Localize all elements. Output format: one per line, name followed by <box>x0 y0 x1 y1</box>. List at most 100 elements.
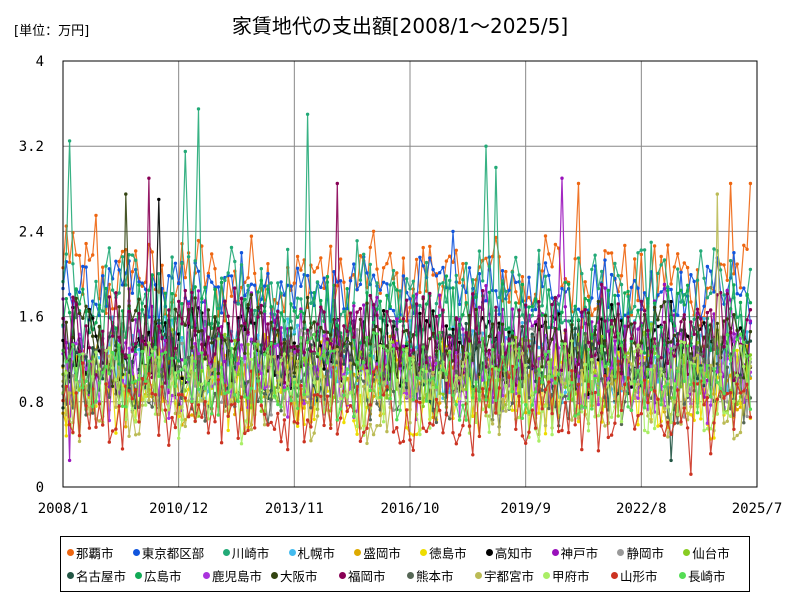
legend-label: 徳島市 <box>429 546 467 561</box>
data-point <box>282 337 287 342</box>
data-point <box>672 396 677 400</box>
data-point <box>484 144 488 148</box>
data-point <box>84 379 88 383</box>
data-point <box>289 326 293 330</box>
data-point <box>649 387 653 392</box>
data-point <box>662 300 667 304</box>
legend-row: 名古屋市 広島市 鹿児島市 大阪市 福岡市 熊本市 宇都宮市 甲府市 山形市 長崎市 <box>67 564 749 587</box>
legend-item: 川崎市 <box>222 543 289 562</box>
data-point <box>223 299 227 303</box>
data-point <box>669 432 673 436</box>
data-point <box>196 355 201 359</box>
data-point <box>652 244 657 248</box>
data-point <box>471 453 475 457</box>
data-point <box>590 296 594 300</box>
data-point <box>206 274 211 278</box>
data-point <box>580 271 584 276</box>
data-point <box>504 269 508 274</box>
data-point <box>672 354 677 358</box>
data-point <box>299 309 303 313</box>
data-point <box>457 418 462 422</box>
data-point <box>510 390 515 394</box>
legend-label: 東京都区部 <box>141 546 205 561</box>
data-point <box>494 398 498 402</box>
data-point <box>315 393 320 397</box>
data-point <box>448 335 452 339</box>
data-point <box>738 300 743 305</box>
data-point <box>140 403 144 407</box>
data-point <box>748 329 753 334</box>
data-point <box>527 275 531 279</box>
data-point <box>500 322 505 326</box>
data-point <box>226 428 230 433</box>
data-point <box>732 332 736 336</box>
data-point <box>652 344 657 349</box>
data-point <box>101 345 105 349</box>
data-point <box>500 282 505 286</box>
data-point <box>81 352 85 356</box>
data-point <box>391 281 396 285</box>
data-point <box>633 427 637 431</box>
data-point <box>563 280 567 284</box>
data-point <box>375 281 379 285</box>
data-point <box>130 397 135 401</box>
data-point <box>266 271 270 276</box>
data-point <box>77 253 82 258</box>
data-point <box>143 403 148 407</box>
data-point <box>464 321 468 326</box>
data-point <box>398 364 402 368</box>
data-point <box>219 280 224 285</box>
data-point <box>312 351 316 356</box>
data-point <box>81 361 85 365</box>
data-point <box>408 319 412 323</box>
data-point <box>659 367 663 371</box>
data-point <box>233 259 237 264</box>
data-point <box>596 402 601 407</box>
data-point <box>282 418 287 422</box>
data-point <box>160 408 164 412</box>
data-point <box>504 409 508 413</box>
y-tick-label: 2.4 <box>19 224 44 240</box>
data-point <box>289 352 293 356</box>
data-point <box>451 260 455 264</box>
data-point <box>590 357 594 362</box>
data-point <box>517 308 521 312</box>
data-point <box>272 355 277 359</box>
data-point <box>282 388 287 392</box>
legend-item: 大阪市 <box>271 566 339 585</box>
data-point <box>596 341 601 345</box>
data-point <box>709 348 713 352</box>
data-point <box>101 309 105 313</box>
data-point <box>272 427 277 431</box>
data-point <box>239 343 244 347</box>
data-point <box>101 423 105 427</box>
legend-marker <box>135 572 142 579</box>
data-point <box>444 413 449 417</box>
data-point <box>428 426 432 430</box>
data-point <box>405 298 409 302</box>
data-point <box>580 310 584 314</box>
data-point <box>395 317 399 321</box>
data-point <box>134 433 138 437</box>
data-point <box>722 319 726 323</box>
data-point <box>322 310 326 314</box>
data-point <box>269 420 273 425</box>
data-point <box>262 392 267 396</box>
data-point <box>348 311 353 315</box>
data-point <box>405 277 409 281</box>
data-point <box>67 292 72 296</box>
data-point <box>431 423 435 427</box>
y-tick-label: 1.6 <box>19 310 44 326</box>
data-point <box>342 309 346 314</box>
data-point <box>742 376 746 380</box>
data-point <box>682 313 686 317</box>
data-point <box>682 261 686 265</box>
data-point <box>603 374 607 378</box>
data-point <box>699 249 703 253</box>
data-point <box>742 286 746 290</box>
data-point <box>679 288 683 292</box>
data-point <box>325 369 330 373</box>
data-point <box>180 322 184 326</box>
data-point <box>748 415 753 419</box>
data-point <box>127 346 131 350</box>
